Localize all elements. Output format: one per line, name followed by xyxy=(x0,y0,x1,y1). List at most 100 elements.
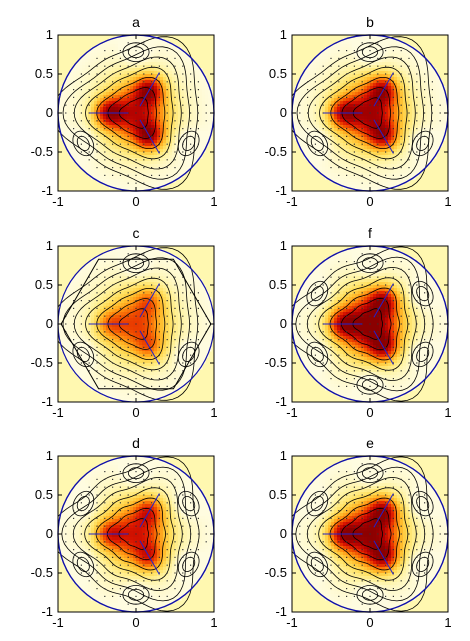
heatmap-cell xyxy=(175,170,179,174)
heatmap-cell xyxy=(340,89,344,93)
heatmap-cell xyxy=(163,44,167,48)
heatmap-cell xyxy=(127,140,131,144)
heatmap-cell xyxy=(88,86,92,90)
vector-dot xyxy=(135,167,137,169)
heatmap-cell xyxy=(82,68,86,72)
heatmap-cell xyxy=(109,47,113,51)
heatmap-cell xyxy=(325,74,329,78)
heatmap-cell xyxy=(142,128,146,132)
heatmap-cell xyxy=(166,65,170,69)
heatmap-cell xyxy=(406,119,410,123)
vector-dot xyxy=(377,151,379,153)
vector-dot xyxy=(322,120,324,122)
heatmap-cell xyxy=(73,282,77,286)
heatmap-cell xyxy=(112,182,116,186)
heatmap-cell xyxy=(409,104,413,108)
heatmap-cell xyxy=(97,122,101,126)
heatmap-cell xyxy=(403,167,407,171)
heatmap-cell xyxy=(364,65,368,69)
heatmap-cell xyxy=(121,122,125,126)
heatmap-cell xyxy=(292,110,296,114)
heatmap-cell xyxy=(148,155,152,159)
heatmap-cell xyxy=(310,104,314,108)
heatmap-cell xyxy=(349,128,353,132)
heatmap-cell xyxy=(142,77,146,81)
heatmap-cell xyxy=(340,170,344,174)
heatmap-cell xyxy=(403,158,407,162)
heatmap-cell xyxy=(154,50,158,54)
heatmap-cell xyxy=(424,65,428,69)
vector-dot xyxy=(151,120,153,122)
heatmap-cell xyxy=(325,68,329,72)
heatmap-cell xyxy=(211,101,214,105)
vector-dot xyxy=(174,151,176,153)
heatmap-cell xyxy=(136,65,140,69)
vector-dot xyxy=(369,135,371,137)
vector-dot xyxy=(174,104,176,106)
heatmap-cell xyxy=(67,113,71,117)
vector-dot xyxy=(369,159,371,161)
heatmap-cell xyxy=(364,116,368,120)
heatmap-cell xyxy=(64,131,68,135)
heatmap-cell xyxy=(187,83,191,87)
heatmap-cell xyxy=(121,74,125,78)
heatmap-cell xyxy=(127,125,131,129)
heatmap-cell xyxy=(172,146,176,150)
heatmap-cell xyxy=(124,71,128,75)
vector-dot xyxy=(400,73,402,75)
vector-dot xyxy=(322,135,324,137)
heatmap-cell xyxy=(64,327,68,331)
heatmap-cell xyxy=(304,146,308,150)
vector-dot xyxy=(174,120,176,122)
heatmap-cell xyxy=(190,143,194,147)
heatmap-cell xyxy=(322,131,326,135)
heatmap-cell xyxy=(73,83,77,87)
heatmap-cell xyxy=(409,107,413,111)
heatmap-cell xyxy=(337,62,341,66)
heatmap-cell xyxy=(346,140,350,144)
heatmap-cell xyxy=(103,149,107,153)
heatmap-cell xyxy=(85,110,89,114)
vector-dot xyxy=(431,112,433,114)
heatmap-cell xyxy=(79,155,83,159)
heatmap-cell xyxy=(400,83,404,87)
heatmap-cell xyxy=(442,95,446,99)
heatmap-cell xyxy=(421,140,425,144)
heatmap-cell xyxy=(415,71,419,75)
heatmap-cell xyxy=(106,164,110,168)
vector-dot xyxy=(408,135,410,137)
heatmap-cell xyxy=(310,131,314,135)
heatmap-cell xyxy=(367,125,371,129)
heatmap-cell xyxy=(151,65,155,69)
heatmap-cell xyxy=(379,167,383,171)
vector-dot xyxy=(431,81,433,83)
heatmap-cell xyxy=(109,80,113,84)
heatmap-cell xyxy=(340,140,344,144)
vector-dot xyxy=(151,96,153,98)
heatmap-cell xyxy=(409,83,413,87)
heatmap-cell xyxy=(202,122,206,126)
heatmap-cell xyxy=(331,50,335,54)
heatmap-cell xyxy=(103,77,107,81)
heatmap-cell xyxy=(151,116,155,120)
heatmap-cell xyxy=(190,92,194,96)
heatmap-cell xyxy=(115,110,119,114)
heatmap-cell xyxy=(370,62,374,66)
heatmap-cell xyxy=(178,56,182,60)
vector-dot xyxy=(80,81,82,83)
heatmap-cell xyxy=(79,131,83,135)
heatmap-cell xyxy=(415,170,419,174)
heatmap-cell xyxy=(349,59,353,63)
vector-dot xyxy=(385,96,387,98)
vector-dot xyxy=(119,135,121,137)
heatmap-cell xyxy=(319,164,323,168)
heatmap-cell xyxy=(334,131,338,135)
heatmap-cell xyxy=(388,143,392,147)
satellite-contour xyxy=(182,135,196,151)
heatmap-cell xyxy=(385,92,389,96)
heatmap-cell xyxy=(412,134,416,138)
heatmap-cell xyxy=(412,173,416,177)
heatmap-cell xyxy=(190,83,194,87)
heatmap-cell xyxy=(424,86,428,90)
heatmap-cell xyxy=(349,53,353,57)
